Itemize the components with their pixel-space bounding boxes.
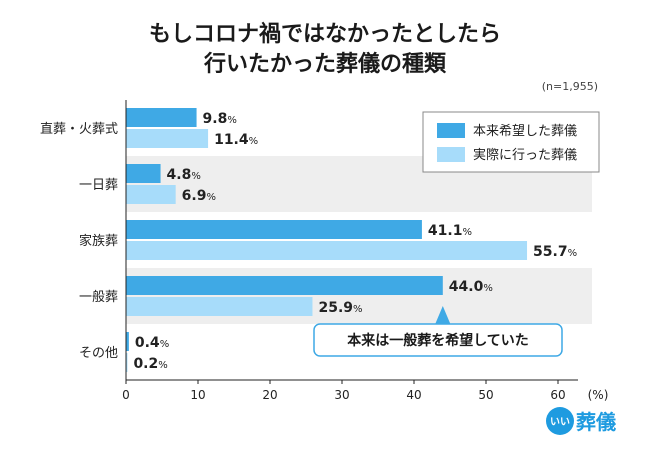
x-tick-label: 50 <box>478 388 493 402</box>
bar-actual <box>126 129 209 148</box>
category-label: 一般葬 <box>79 289 118 305</box>
value-unit: % <box>568 248 578 259</box>
value-number: 11.4 <box>214 132 249 148</box>
brand-badge: いい <box>546 406 574 435</box>
category-label: 一日葬 <box>79 178 118 193</box>
value-label: 25.9% <box>318 300 362 316</box>
bar-actual <box>126 241 528 260</box>
value-number: 9.8 <box>203 111 228 127</box>
value-number: 41.1 <box>428 223 463 239</box>
value-label: 44.0% <box>449 279 493 295</box>
category-label: 家族葬 <box>79 233 118 249</box>
legend-swatch <box>437 147 465 162</box>
bar-actual <box>126 353 128 372</box>
value-unit: % <box>227 115 237 126</box>
bar-hoped <box>126 220 422 239</box>
x-tick-label: 40 <box>406 388 421 402</box>
value-unit: % <box>160 339 170 350</box>
bar-actual <box>126 185 176 204</box>
brand-name: 葬儀 <box>576 410 616 434</box>
value-unit: % <box>206 192 216 203</box>
legend-label: 本来希望した葬儀 <box>473 123 577 139</box>
value-unit: % <box>353 304 363 315</box>
value-label: 6.9% <box>182 188 216 204</box>
bar-actual <box>126 297 313 316</box>
value-label: 0.2% <box>133 356 167 372</box>
value-unit: % <box>483 283 493 294</box>
value-unit: % <box>462 227 472 238</box>
value-number: 0.2 <box>133 356 158 372</box>
callout-box <box>313 323 563 357</box>
brand-logo: いい 葬儀 <box>546 406 616 435</box>
value-number: 44.0 <box>449 279 484 295</box>
legend-label: 実際に行った葬儀 <box>473 147 577 163</box>
legend-box <box>422 111 600 173</box>
x-tick-label: 20 <box>262 388 277 402</box>
value-label: 55.7% <box>533 244 577 260</box>
bar-hoped <box>126 108 197 127</box>
x-tick-label: 10 <box>190 388 205 402</box>
value-number: 55.7 <box>533 244 568 260</box>
category-label: 直葬・火葬式 <box>40 122 118 137</box>
chart-title-line1: もしコロナ禍ではなかったとしたら <box>148 22 501 47</box>
category-label: その他 <box>79 346 118 361</box>
value-unit: % <box>158 360 168 371</box>
bar-hoped <box>126 276 443 295</box>
value-unit: % <box>249 136 259 147</box>
x-tick-label: 30 <box>334 388 349 402</box>
value-number: 4.8 <box>167 167 192 183</box>
value-label: 41.1% <box>428 223 472 239</box>
value-number: 25.9 <box>318 300 353 316</box>
bar-hoped <box>126 332 129 351</box>
x-tick-label: 0 <box>122 388 130 402</box>
chart-title-line2: 行いたかった葬儀の種類 <box>203 52 446 77</box>
value-unit: % <box>191 171 201 182</box>
legend-swatch <box>437 123 465 138</box>
x-tick-label: 60 <box>550 388 565 402</box>
value-label: 9.8% <box>203 111 237 127</box>
value-label: 11.4% <box>214 132 258 148</box>
callout-pointer <box>434 306 451 325</box>
value-label: 4.8% <box>167 167 201 183</box>
sample-size-note: (n=1,955) <box>541 80 598 93</box>
x-unit-label: (%) <box>588 388 609 402</box>
value-number: 0.4 <box>135 335 160 351</box>
value-number: 6.9 <box>182 188 207 204</box>
bar-hoped <box>126 164 161 183</box>
callout-text: 本来は一般葬を希望していた <box>347 332 529 349</box>
value-label: 0.4% <box>135 335 169 351</box>
